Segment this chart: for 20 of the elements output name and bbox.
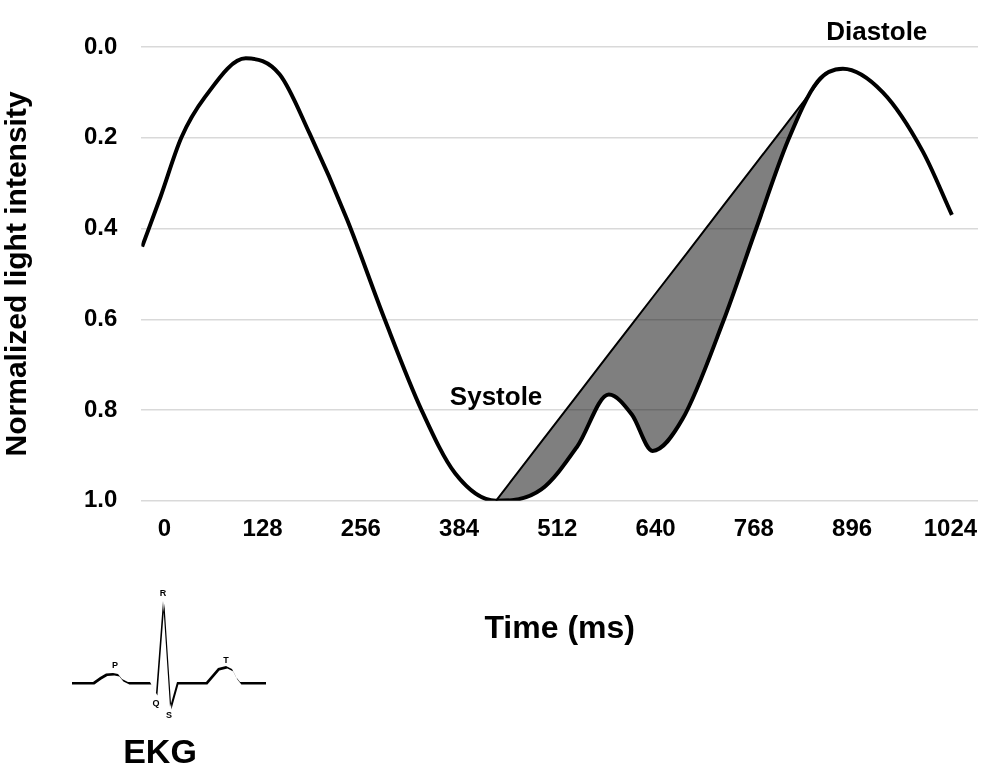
x-tick-label: 384 — [439, 513, 480, 541]
y-tick-label: 0.0 — [83, 31, 118, 59]
y-tick-label: 1.0 — [83, 485, 118, 513]
x-tick-label: 1024 — [923, 513, 978, 541]
x-tick-label: 128 — [242, 513, 283, 541]
text: EKG — [122, 732, 198, 771]
text: Diastole — [826, 15, 928, 46]
y-axis-title: Normalized light intensity — [0, 91, 33, 457]
y-tick-label: 0.2 — [83, 122, 118, 150]
x-tick-label: 512 — [537, 513, 578, 541]
y-tick-label: 0.8 — [83, 394, 118, 422]
x-tick-label: 640 — [635, 513, 676, 541]
x-tick-label: 0 — [157, 513, 172, 541]
x-axis-title: Time (ms) — [484, 608, 635, 645]
annotation: Systole — [449, 381, 543, 412]
y-tick-label: 0.6 — [83, 303, 118, 331]
y-tick-label: 0.4 — [83, 213, 118, 241]
x-tick-label: 256 — [340, 513, 381, 541]
x-tick-label: 896 — [832, 513, 873, 541]
x-tick-label: 768 — [733, 513, 774, 541]
